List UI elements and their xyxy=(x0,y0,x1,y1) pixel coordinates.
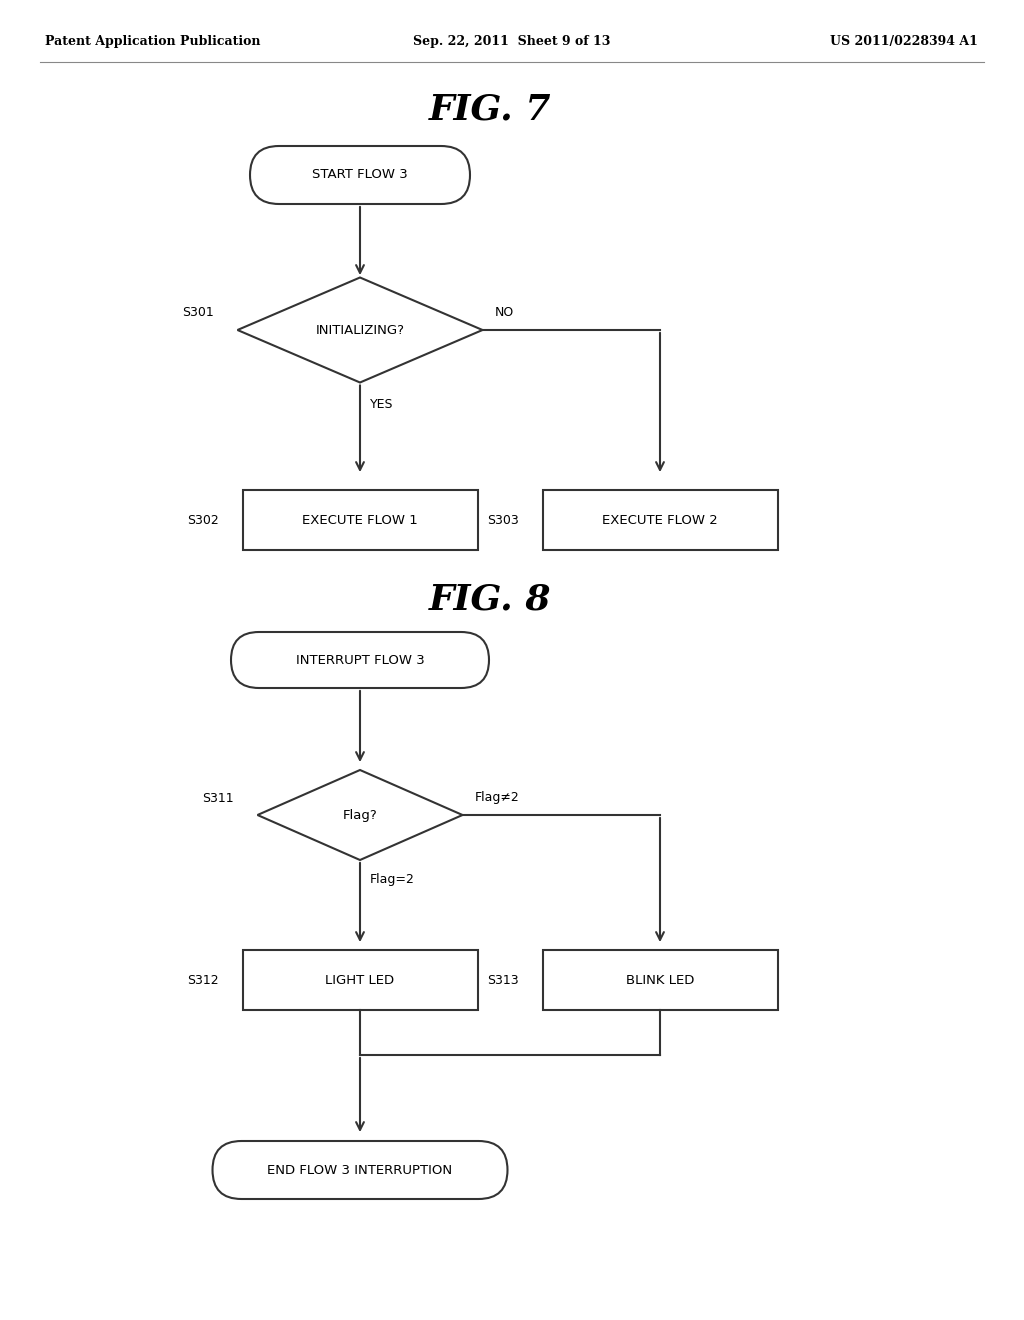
Text: END FLOW 3 INTERRUPTION: END FLOW 3 INTERRUPTION xyxy=(267,1163,453,1176)
Text: Patent Application Publication: Patent Application Publication xyxy=(45,36,260,49)
Bar xyxy=(543,950,777,1010)
Text: EXECUTE FLOW 2: EXECUTE FLOW 2 xyxy=(602,513,718,527)
Text: S313: S313 xyxy=(487,974,519,986)
Text: INTERRUPT FLOW 3: INTERRUPT FLOW 3 xyxy=(296,653,424,667)
Text: START FLOW 3: START FLOW 3 xyxy=(312,169,408,181)
Polygon shape xyxy=(257,770,463,861)
Text: LIGHT LED: LIGHT LED xyxy=(326,974,394,986)
FancyBboxPatch shape xyxy=(231,632,489,688)
Text: FIG. 7: FIG. 7 xyxy=(429,92,551,127)
FancyBboxPatch shape xyxy=(250,147,470,205)
Text: S312: S312 xyxy=(187,974,219,986)
Text: Flag≠2: Flag≠2 xyxy=(474,791,519,804)
Text: BLINK LED: BLINK LED xyxy=(626,974,694,986)
Text: FIG. 8: FIG. 8 xyxy=(429,583,551,616)
Text: INITIALIZING?: INITIALIZING? xyxy=(315,323,404,337)
Text: S311: S311 xyxy=(203,792,234,805)
Text: S303: S303 xyxy=(487,513,519,527)
Text: EXECUTE FLOW 1: EXECUTE FLOW 1 xyxy=(302,513,418,527)
Text: YES: YES xyxy=(370,399,393,411)
FancyBboxPatch shape xyxy=(213,1140,508,1199)
Text: S302: S302 xyxy=(187,513,219,527)
Text: Flag=2: Flag=2 xyxy=(370,874,415,887)
Text: Flag?: Flag? xyxy=(343,808,378,821)
Text: S301: S301 xyxy=(182,305,214,318)
Text: Sep. 22, 2011  Sheet 9 of 13: Sep. 22, 2011 Sheet 9 of 13 xyxy=(414,36,610,49)
Text: US 2011/0228394 A1: US 2011/0228394 A1 xyxy=(830,36,978,49)
Bar xyxy=(243,490,477,550)
Bar xyxy=(243,950,477,1010)
Bar xyxy=(543,490,777,550)
Text: NO: NO xyxy=(495,305,514,318)
Polygon shape xyxy=(238,277,482,383)
